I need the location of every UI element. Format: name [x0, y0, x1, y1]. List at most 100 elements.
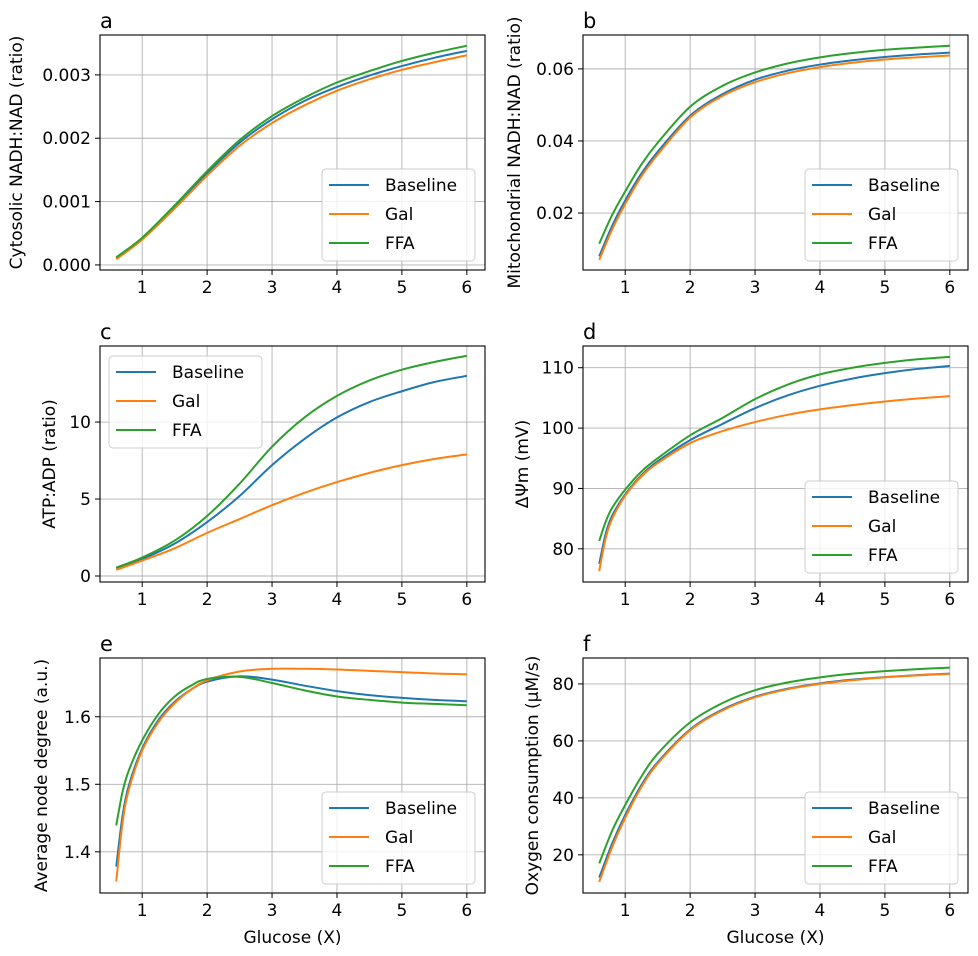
panel-b: 1 2 3 4 5 6 0.02 0.04 0.06 b Mitochondrial NADH:NA… — [505, 9, 969, 298]
panel-label: e — [100, 632, 113, 656]
x-tick-label: 1 — [620, 901, 631, 921]
y-axis-label: Mitochondrial NADH:NAD (ratio) — [505, 16, 525, 288]
series-line-gal — [598, 672, 950, 883]
y-tick-label: 110 — [542, 359, 574, 379]
legend-label-gal: Gal — [172, 392, 200, 412]
x-tick-label: 3 — [750, 901, 761, 921]
series-group — [598, 355, 950, 572]
legend: Baseline Gal FFA — [108, 355, 263, 449]
y-axis-label: Average node degree (a.u.) — [32, 659, 52, 892]
x-axis-label: Glucose (X) — [726, 928, 824, 948]
legend-box — [321, 168, 476, 262]
panel-c: 1 2 3 4 5 6 0 5 10 c ATP:ADP (ratio) Baseline Gal FFA — [40, 320, 486, 610]
legend: Baseline Gal FFA — [804, 480, 959, 574]
series-line-ffa — [598, 355, 950, 542]
x-tick-label: 4 — [815, 901, 826, 921]
x-tick-label: 1 — [137, 901, 148, 921]
legend-label-baseline: Baseline — [868, 799, 940, 819]
x-tick-label: 3 — [267, 590, 278, 610]
x-tick-label: 2 — [202, 278, 213, 298]
x-tick-label: 3 — [750, 590, 761, 610]
panel-label: f — [583, 632, 591, 656]
panel-label: c — [100, 320, 112, 344]
legend-label-baseline: Baseline — [868, 488, 940, 508]
y-tick-label: 0 — [80, 567, 91, 587]
series-group — [598, 666, 950, 883]
legend-label-gal: Gal — [868, 517, 896, 537]
x-tick-label: 4 — [815, 278, 826, 298]
series-group — [115, 667, 467, 882]
x-tick-label: 3 — [267, 278, 278, 298]
series-group — [115, 44, 468, 261]
x-tick-label: 5 — [879, 901, 890, 921]
y-tick-label: 60 — [552, 732, 574, 752]
y-tick-label: 1.6 — [64, 708, 91, 728]
y-tick-label: 0.001 — [42, 193, 91, 213]
legend-label-ffa: FFA — [172, 421, 202, 441]
x-tick-label: 6 — [944, 278, 955, 298]
y-tick-label: 20 — [552, 846, 574, 866]
axes-frame — [582, 345, 969, 583]
axes-frame — [99, 345, 486, 583]
y-tick-label: 90 — [552, 479, 574, 499]
legend-box — [321, 791, 476, 885]
x-tick-label: 1 — [620, 590, 631, 610]
panel-label: a — [100, 9, 113, 33]
legend-label-gal: Gal — [868, 205, 896, 225]
x-tick-label: 6 — [944, 901, 955, 921]
y-tick-label: 100 — [542, 419, 574, 439]
legend-label-ffa: FFA — [868, 857, 898, 877]
y-tick-label: 0.000 — [42, 256, 91, 276]
series-line-gal — [115, 667, 467, 882]
legend-label-ffa: FFA — [868, 234, 898, 254]
y-tick-label: 0.003 — [42, 66, 91, 86]
legend-label-gal: Gal — [385, 205, 413, 225]
legend-box — [804, 168, 959, 262]
legend-label-ffa: FFA — [868, 546, 898, 566]
series-line-baseline — [598, 51, 950, 257]
series-line-ffa — [598, 666, 950, 864]
series-group — [115, 354, 468, 571]
legend-label-ffa: FFA — [385, 857, 415, 877]
legend-box — [804, 480, 959, 574]
x-tick-label: 2 — [202, 590, 213, 610]
y-tick-label: 1.5 — [64, 775, 91, 795]
x-tick-label: 2 — [685, 590, 696, 610]
legend: Baseline Gal FFA — [804, 791, 959, 885]
series-line-baseline — [598, 364, 950, 565]
legend-box — [804, 791, 959, 885]
x-tick-label: 2 — [685, 278, 696, 298]
x-tick-label: 5 — [879, 590, 890, 610]
x-tick-label: 6 — [944, 590, 955, 610]
x-tick-label: 3 — [267, 901, 278, 921]
y-tick-label: 0.002 — [42, 129, 91, 149]
legend-label-baseline: Baseline — [385, 799, 457, 819]
legend-label-baseline: Baseline — [172, 363, 244, 383]
panel-f: 1 2 3 4 5 6 20 40 60 80 f Oxygen consumption (µM/s)… — [523, 632, 969, 948]
x-tick-label: 1 — [137, 278, 148, 298]
y-axis-label: Cytosolic NADH:NAD (ratio) — [7, 36, 27, 270]
series-group — [598, 44, 950, 261]
y-tick-label: 1.4 — [64, 843, 91, 863]
legend-label-gal: Gal — [868, 828, 896, 848]
y-tick-label: 0.02 — [536, 204, 574, 224]
x-tick-label: 5 — [396, 590, 407, 610]
x-tick-label: 2 — [685, 901, 696, 921]
series-line-gal — [598, 54, 950, 261]
series-line-ffa — [115, 675, 467, 826]
x-tick-label: 3 — [750, 278, 761, 298]
series-line-ffa — [115, 44, 468, 259]
y-tick-label: 10 — [69, 413, 91, 433]
series-line-gal — [598, 395, 950, 572]
y-tick-label: 5 — [80, 490, 91, 510]
panel-label: b — [583, 9, 596, 33]
legend-label-gal: Gal — [385, 828, 413, 848]
y-axis-label: ATP:ADP (ratio) — [40, 399, 60, 529]
x-tick-label: 1 — [137, 590, 148, 610]
axes-frame — [582, 657, 969, 894]
x-tick-label: 6 — [461, 278, 472, 298]
x-tick-label: 2 — [202, 901, 213, 921]
y-tick-label: 0.06 — [536, 60, 574, 80]
legend: Baseline Gal FFA — [321, 168, 476, 262]
